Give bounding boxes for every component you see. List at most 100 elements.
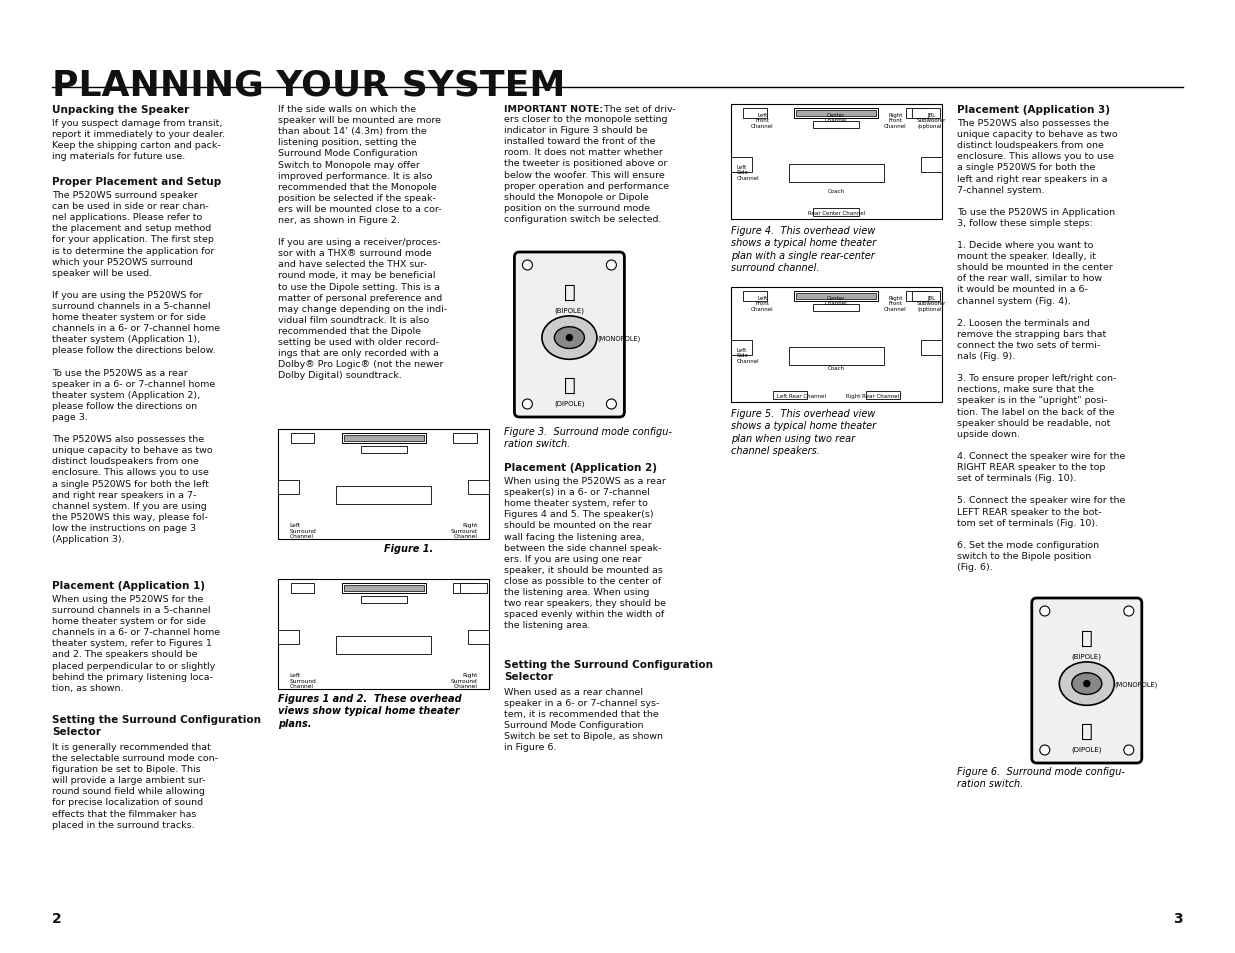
Text: Placement (Application 2): Placement (Application 2)	[504, 462, 657, 473]
Text: Figure 4.  This overhead view
shows a typical home theater
plan with a single re: Figure 4. This overhead view shows a typ…	[731, 226, 876, 273]
Text: JBL
Subwoofer
(optional): JBL Subwoofer (optional)	[916, 295, 946, 312]
Bar	[361, 597, 408, 603]
Text: Figure 3.  Surround mode configu-
ration switch.: Figure 3. Surround mode configu- ration …	[504, 427, 672, 449]
Bar	[361, 446, 408, 453]
Bar	[453, 434, 477, 443]
Text: The set of driv-: The set of driv-	[601, 105, 676, 113]
Text: (BIPOLE): (BIPOLE)	[555, 307, 584, 314]
Ellipse shape	[555, 328, 584, 349]
Bar	[343, 436, 424, 441]
Bar	[813, 305, 860, 312]
Bar	[278, 630, 299, 644]
Text: (BIPOLE): (BIPOLE)	[1072, 653, 1102, 659]
Text: Figure 6.  Surround mode configu-
ration switch.: Figure 6. Surround mode configu- ration …	[957, 766, 1125, 788]
Bar	[789, 165, 884, 183]
Bar	[342, 434, 426, 443]
Text: The P520WS also possesses the
unique capacity to behave as two
distinct loudspea: The P520WS also possesses the unique cap…	[957, 119, 1125, 572]
Bar	[866, 391, 899, 399]
Text: Right
Front
Channel: Right Front Channel	[884, 295, 906, 312]
Bar	[794, 292, 878, 302]
Bar	[731, 105, 942, 220]
Text: When used as a rear channel
speaker in a 6- or 7-channel sys-
tem, it is recomme: When used as a rear channel speaker in a…	[504, 687, 663, 752]
Text: (DIPOLE): (DIPOLE)	[1072, 745, 1102, 752]
Text: Left
Side
Channel: Left Side Channel	[737, 348, 760, 363]
Bar	[343, 585, 424, 591]
Text: When using the P520WS for the
surround channels in a 5-channel
home theater syst: When using the P520WS for the surround c…	[52, 595, 220, 692]
Bar	[794, 109, 878, 119]
Bar	[906, 109, 929, 119]
Text: Coach: Coach	[827, 366, 845, 371]
Bar	[278, 579, 489, 689]
Circle shape	[1124, 745, 1134, 755]
Circle shape	[606, 261, 616, 271]
Circle shape	[1084, 680, 1089, 687]
Text: Left
Front
Channel: Left Front Channel	[751, 295, 773, 312]
Text: If the side walls on which the
speaker will be mounted are more
than about 14’ (: If the side walls on which the speaker w…	[278, 105, 447, 380]
Text: Rear Center Channel: Rear Center Channel	[808, 211, 864, 215]
Circle shape	[1040, 606, 1050, 617]
FancyBboxPatch shape	[515, 253, 625, 417]
Text: Proper Placement and Setup: Proper Placement and Setup	[52, 177, 221, 187]
Bar	[920, 158, 942, 172]
Text: Figure 1.: Figure 1.	[384, 543, 433, 554]
Text: Setting the Surround Configuration
Selector: Setting the Surround Configuration Selec…	[504, 659, 714, 680]
Text: Placement (Application 1): Placement (Application 1)	[52, 580, 205, 590]
Text: Right
Surround
Channel: Right Surround Channel	[451, 673, 477, 689]
Bar	[731, 340, 752, 355]
Text: If you suspect damage from transit,
report it immediately to your dealer.
Keep t: If you suspect damage from transit, repo…	[52, 119, 225, 161]
Text: 3: 3	[1173, 911, 1183, 925]
Text: ⌒: ⌒	[1081, 628, 1093, 647]
Bar	[743, 109, 767, 119]
Text: (MONOPOLE): (MONOPOLE)	[1115, 680, 1158, 687]
Text: Right Rear Channel: Right Rear Channel	[846, 394, 899, 398]
Bar	[468, 630, 489, 644]
Bar	[797, 294, 877, 300]
Ellipse shape	[1072, 673, 1102, 695]
Text: Placement (Application 3): Placement (Application 3)	[957, 105, 1110, 115]
Bar	[278, 430, 489, 539]
Circle shape	[567, 335, 572, 341]
Bar	[743, 292, 767, 302]
Bar	[336, 637, 431, 654]
Text: It is generally recommended that
the selectable surround mode con-
figuration be: It is generally recommended that the sel…	[52, 742, 219, 829]
Circle shape	[1040, 745, 1050, 755]
Bar	[920, 340, 942, 355]
Text: Left Rear Channel: Left Rear Channel	[777, 394, 826, 398]
Bar	[913, 292, 940, 302]
Bar	[813, 122, 860, 129]
Text: 2: 2	[52, 911, 62, 925]
Text: JBL
Subwoofer
(optional): JBL Subwoofer (optional)	[916, 112, 946, 129]
Text: (MONOPOLE): (MONOPOLE)	[598, 335, 641, 341]
Bar	[731, 288, 942, 402]
Text: The P520WS surround speaker
can be used in side or rear chan-
nel applications. : The P520WS surround speaker can be used …	[52, 191, 220, 543]
Text: Unpacking the Speaker: Unpacking the Speaker	[52, 105, 189, 115]
Bar	[906, 292, 929, 302]
FancyBboxPatch shape	[1031, 598, 1142, 763]
Bar	[291, 434, 314, 443]
Text: Right
Surround
Channel: Right Surround Channel	[451, 523, 477, 538]
Text: Figures 1 and 2.  These overhead
views show typical home theater
plans.: Figures 1 and 2. These overhead views sh…	[278, 693, 462, 728]
Ellipse shape	[1060, 662, 1114, 705]
Text: Center
Channel: Center Channel	[825, 295, 847, 306]
Text: Left
Surround
Channel: Left Surround Channel	[289, 673, 316, 689]
Text: Figure 5.  This overhead view
shows a typical home theater
plan when using two r: Figure 5. This overhead view shows a typ…	[731, 409, 876, 456]
Text: Left
Surround
Channel: Left Surround Channel	[289, 523, 316, 538]
Bar	[797, 111, 877, 117]
Bar	[731, 158, 752, 172]
Text: ⌒: ⌒	[563, 375, 576, 395]
Circle shape	[522, 261, 532, 271]
Text: Setting the Surround Configuration
Selector: Setting the Surround Configuration Selec…	[52, 714, 261, 736]
Bar	[773, 391, 806, 399]
Bar	[468, 480, 489, 495]
Ellipse shape	[542, 316, 597, 360]
Text: Left
Side
Channel: Left Side Channel	[737, 165, 760, 180]
Text: Center
Channel: Center Channel	[825, 112, 847, 123]
Text: Coach: Coach	[827, 189, 845, 193]
Text: Right
Front
Channel: Right Front Channel	[884, 112, 906, 129]
Bar	[913, 109, 940, 119]
Bar	[789, 348, 884, 366]
Bar	[342, 583, 426, 594]
Bar	[336, 487, 431, 504]
Text: PLANNING YOUR SYSTEM: PLANNING YOUR SYSTEM	[52, 68, 566, 102]
Circle shape	[522, 399, 532, 410]
